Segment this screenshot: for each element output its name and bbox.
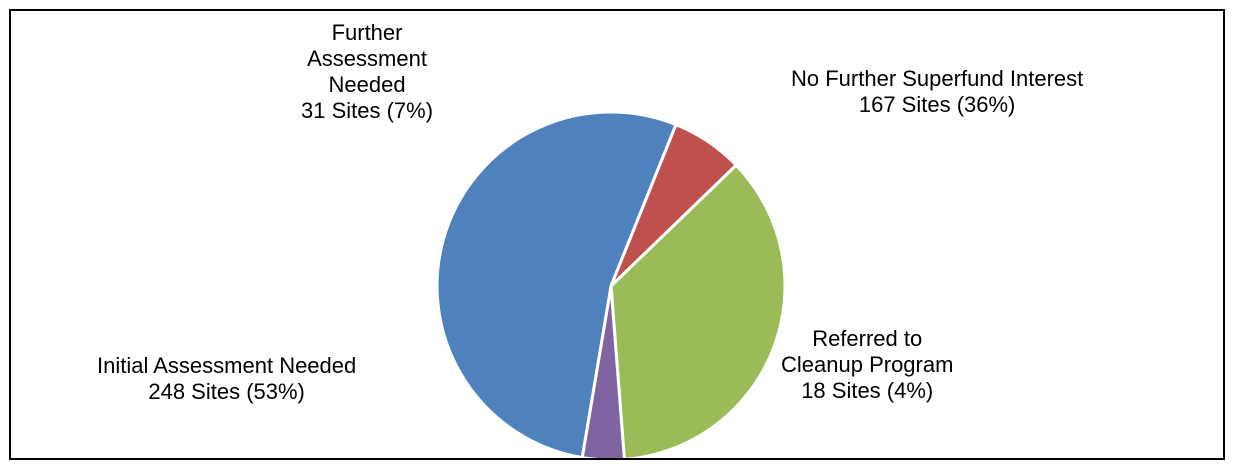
label-further-line3: Needed <box>328 72 406 97</box>
label-initial-assessment: Initial Assessment Needed 248 Sites (53%… <box>97 353 356 405</box>
label-further-line2: Assessment <box>307 46 427 71</box>
label-further-assessment: Further Assessment Needed 31 Sites (7%) <box>301 20 433 124</box>
label-referred-value: 18 Sites (4%) <box>801 378 934 403</box>
label-initial-value: 248 Sites (53%) <box>148 379 305 404</box>
chart-frame: No Further Superfund Interest 167 Sites … <box>9 9 1225 460</box>
label-referred-line1: Referred to <box>812 326 923 351</box>
label-no-further-interest: No Further Superfund Interest 167 Sites … <box>791 66 1083 118</box>
label-referred-cleanup: Referred to Cleanup Program 18 Sites (4%… <box>781 326 953 404</box>
label-further-value: 31 Sites (7%) <box>301 98 434 123</box>
label-no-further-value: 167 Sites (36%) <box>858 92 1016 117</box>
label-further-line1: Further <box>331 20 403 45</box>
label-initial-name: Initial Assessment Needed <box>97 353 357 378</box>
label-referred-line2: Cleanup Program <box>781 352 954 377</box>
pie-chart <box>435 110 787 458</box>
slice-no-further-interest <box>609 163 787 458</box>
slice-initial-assessment <box>435 110 678 458</box>
slice-further-assessment <box>609 123 738 288</box>
label-no-further-name: No Further Superfund Interest <box>791 66 1084 91</box>
